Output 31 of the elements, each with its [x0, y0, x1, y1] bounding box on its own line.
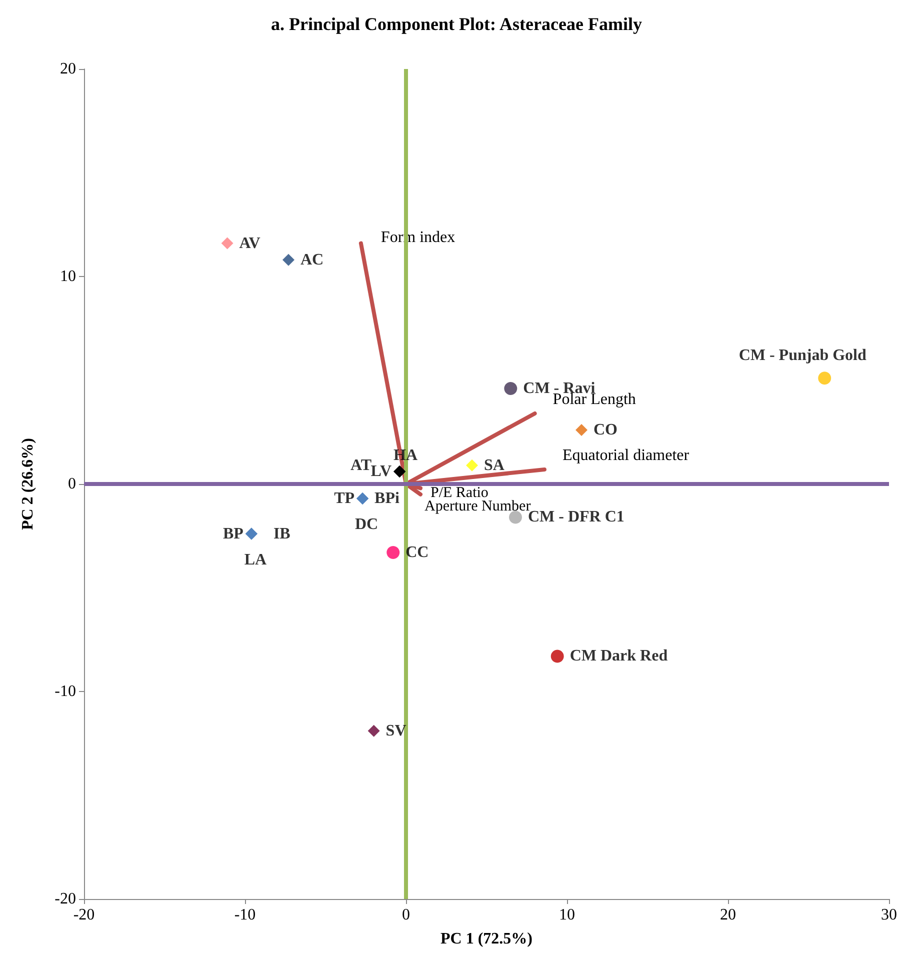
series-label: AC	[300, 251, 324, 268]
series-label: Equatorial diameter	[562, 446, 690, 464]
y-tick-label: 20	[60, 60, 76, 78]
x-tick-label: 10	[559, 906, 575, 924]
x-tick-label: -20	[73, 906, 95, 924]
y-tick-label: 10	[60, 268, 76, 285]
series-label: BPi	[374, 490, 400, 508]
series-label: CM - Punjab Gold	[738, 347, 866, 364]
series-label: DC	[354, 516, 378, 534]
y-tick-label: -20	[54, 890, 76, 908]
series-label: AT	[350, 457, 372, 474]
y-tick-label: 0	[68, 476, 76, 492]
series-label: CO	[593, 422, 618, 439]
series-label: LA	[244, 551, 267, 568]
y-axis-title: PC 2 (26.6%)	[20, 438, 36, 530]
series-label: CM - DFR C1	[528, 508, 624, 526]
x-tick-label: 20	[720, 906, 736, 924]
series-label: IB	[273, 525, 291, 542]
x-tick-label: 0	[402, 906, 410, 924]
series-label: BP	[222, 525, 244, 542]
series-label: P/E Ratio	[430, 485, 488, 502]
series-label: CM Dark Red	[570, 648, 668, 665]
chart-title: a. Principal Component Plot: Asteraceae Family	[271, 14, 642, 34]
series-label: AV	[239, 234, 261, 252]
x-tick-label: 30	[881, 906, 897, 924]
x-tick-label: -10	[234, 906, 256, 924]
x-axis-title: PC 1 (72.5%)	[440, 930, 532, 948]
y-tick-label: -10	[54, 683, 76, 700]
series-label: SA	[484, 456, 505, 474]
series-label: LV	[370, 463, 392, 480]
series-label: TP	[334, 490, 355, 508]
